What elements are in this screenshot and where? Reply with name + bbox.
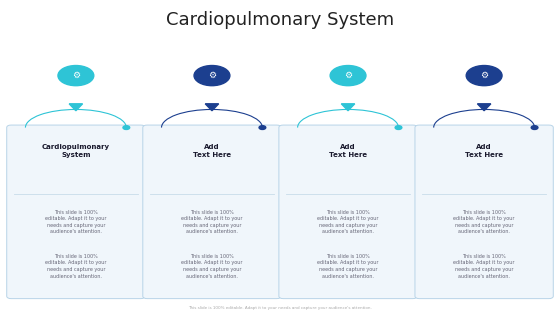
Circle shape — [58, 66, 94, 86]
Text: This slide is 100%
editable. Adapt it to your
needs and capture your
audience's : This slide is 100% editable. Adapt it to… — [181, 210, 242, 234]
Circle shape — [194, 66, 230, 86]
Text: This slide is 100%
editable. Adapt it to your
needs and capture your
audience's : This slide is 100% editable. Adapt it to… — [181, 254, 242, 278]
FancyBboxPatch shape — [7, 125, 145, 299]
Circle shape — [395, 126, 402, 129]
Text: ⚙: ⚙ — [344, 71, 352, 80]
Text: Add
Text Here: Add Text Here — [329, 144, 367, 158]
Circle shape — [259, 126, 266, 129]
Text: This slide is 100% editable. Adapt it to your needs and capture your audience's : This slide is 100% editable. Adapt it to… — [188, 306, 372, 310]
FancyBboxPatch shape — [415, 125, 553, 299]
Text: Add
Text Here: Add Text Here — [193, 144, 231, 158]
Polygon shape — [477, 104, 491, 111]
Text: This slide is 100%
editable. Adapt it to your
needs and capture your
audience's : This slide is 100% editable. Adapt it to… — [318, 210, 379, 234]
Circle shape — [531, 126, 538, 129]
Text: This slide is 100%
editable. Adapt it to your
needs and capture your
audience's : This slide is 100% editable. Adapt it to… — [45, 210, 106, 234]
FancyBboxPatch shape — [279, 125, 417, 299]
Text: Add
Text Here: Add Text Here — [465, 144, 503, 158]
Text: This slide is 100%
editable. Adapt it to your
needs and capture your
audience's : This slide is 100% editable. Adapt it to… — [45, 254, 106, 278]
Text: This slide is 100%
editable. Adapt it to your
needs and capture your
audience's : This slide is 100% editable. Adapt it to… — [454, 254, 515, 278]
Text: This slide is 100%
editable. Adapt it to your
needs and capture your
audience's : This slide is 100% editable. Adapt it to… — [454, 210, 515, 234]
Text: ⚙: ⚙ — [208, 71, 216, 80]
FancyBboxPatch shape — [143, 125, 281, 299]
Circle shape — [330, 66, 366, 86]
Circle shape — [123, 126, 130, 129]
Polygon shape — [205, 104, 218, 111]
Text: ⚙: ⚙ — [72, 71, 80, 80]
Circle shape — [466, 66, 502, 86]
Text: This slide is 100%
editable. Adapt it to your
needs and capture your
audience's : This slide is 100% editable. Adapt it to… — [318, 254, 379, 278]
Polygon shape — [69, 104, 83, 111]
Text: Cardiopulmonary System: Cardiopulmonary System — [166, 11, 394, 29]
Text: Cardiopulmonary
System: Cardiopulmonary System — [42, 144, 110, 158]
Text: ⚙: ⚙ — [480, 71, 488, 80]
Polygon shape — [341, 104, 355, 111]
